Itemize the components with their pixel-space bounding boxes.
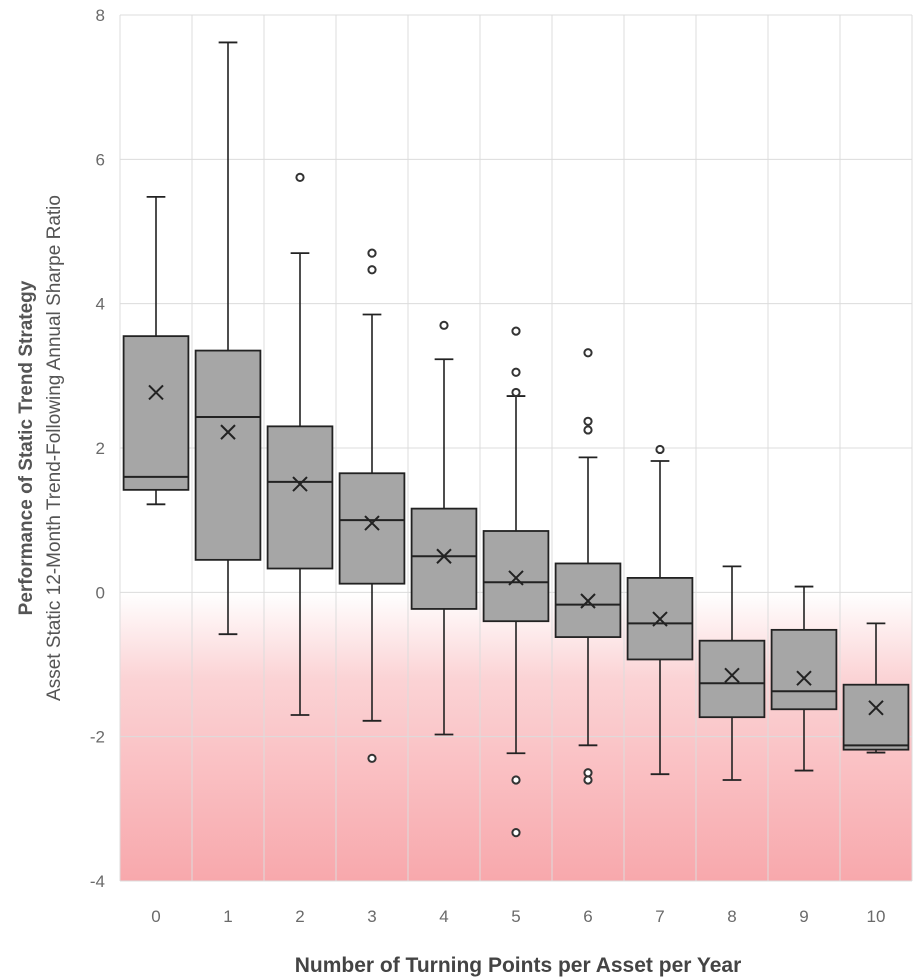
mean-marker <box>724 667 740 684</box>
outlier-point <box>367 265 377 275</box>
outlier-point <box>583 416 593 426</box>
x-tick-label: 4 <box>439 907 448 926</box>
mean-marker <box>436 548 452 564</box>
iqr-box <box>194 349 262 561</box>
outlier-point <box>511 326 521 336</box>
y-tick-label: -2 <box>90 728 105 747</box>
y-tick-label: 8 <box>96 6 105 25</box>
outlier-point <box>583 775 593 785</box>
iqr-box <box>122 335 190 491</box>
outlier-point <box>511 367 521 377</box>
x-tick-label: 8 <box>727 907 736 926</box>
iqr-box <box>266 425 334 570</box>
outlier-point <box>655 444 665 455</box>
y-tick-label: 6 <box>96 150 105 169</box>
mean-marker <box>652 611 668 627</box>
outlier-point <box>511 775 521 785</box>
iqr-box <box>338 472 406 585</box>
mean-marker <box>580 593 596 609</box>
outlier-point <box>367 248 377 258</box>
box-group <box>410 320 478 736</box>
x-axis-title: Number of Turning Points per Asset per Y… <box>295 954 742 977</box>
mean-marker <box>148 384 164 401</box>
y-tick-label: 0 <box>96 583 105 602</box>
box-group <box>122 195 190 506</box>
x-tick-label: 5 <box>511 907 520 926</box>
mean-marker <box>364 515 380 531</box>
mean-marker <box>796 670 812 686</box>
box-group <box>482 326 550 838</box>
outlier-point <box>295 172 305 182</box>
x-tick-label: 1 <box>223 907 232 926</box>
outlier-point <box>583 425 593 435</box>
box-group <box>698 565 766 781</box>
x-tick-label: 2 <box>295 907 304 926</box>
iqr-box <box>770 628 838 711</box>
x-tick-label: 7 <box>655 907 664 926</box>
mean-marker <box>220 424 236 440</box>
box-group <box>194 41 262 636</box>
x-tick-label: 3 <box>367 907 376 926</box>
iqr-box <box>698 639 766 719</box>
y-tick-label: 4 <box>96 295 105 314</box>
y-axis-title-line2: Asset Static 12-Month Trend-Following An… <box>44 195 65 701</box>
y-axis-title-line1: Performance of Static Trend Strategy <box>16 280 37 615</box>
x-tick-label: 9 <box>799 907 808 926</box>
iqr-box <box>410 507 478 610</box>
box-group <box>554 348 622 785</box>
box-group <box>842 622 910 754</box>
mean-marker <box>292 476 308 492</box>
outlier-point <box>583 348 593 358</box>
iqr-box <box>842 683 910 751</box>
x-tick-label: 10 <box>867 907 886 926</box>
mean-marker <box>868 700 884 716</box>
outlier-point <box>367 753 377 763</box>
y-tick-label: -4 <box>90 872 105 891</box>
box-group <box>626 444 694 776</box>
outlier-point <box>511 828 521 838</box>
mean-marker <box>508 570 524 586</box>
box-group <box>770 585 838 772</box>
x-tick-label: 6 <box>583 907 592 926</box>
box-group <box>338 248 406 763</box>
outlier-point <box>583 768 593 778</box>
box-group <box>266 172 334 716</box>
outlier-point <box>439 320 449 330</box>
x-tick-label: 0 <box>151 907 160 926</box>
outlier-point <box>511 387 521 398</box>
y-tick-label: 2 <box>96 439 105 458</box>
iqr-box <box>482 530 550 623</box>
